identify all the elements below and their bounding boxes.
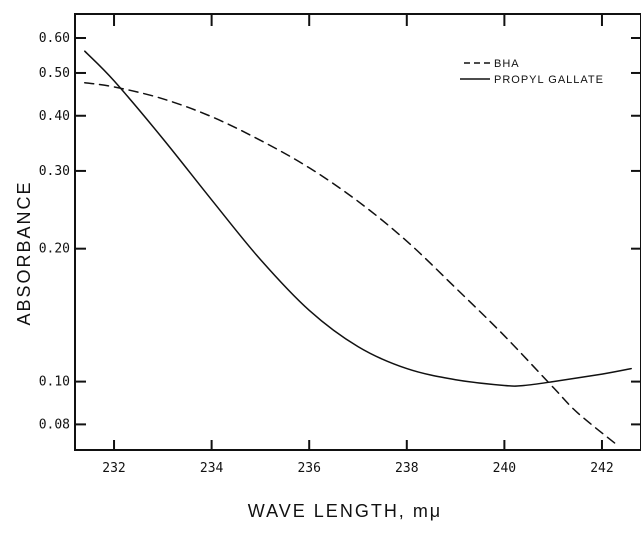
y-tick-label: 0.08: [39, 417, 70, 432]
x-tick-label: 242: [590, 461, 613, 476]
y-tick-label: 0.50: [39, 66, 70, 81]
x-tick-label: 232: [102, 461, 125, 476]
x-tick-label: 234: [200, 461, 224, 476]
x-tick-label: 240: [493, 461, 516, 476]
series-line-bha: [84, 82, 618, 446]
y-axis-title: ABSORBANCE: [14, 180, 34, 325]
x-tick-label: 236: [297, 461, 320, 476]
y-tick-label: 0.20: [39, 242, 70, 257]
x-axis-ticks: 232 234 236 238 240 242: [102, 14, 614, 476]
x-tick-label: 238: [395, 461, 418, 476]
y-tick-label: 0.40: [39, 109, 70, 124]
series-layer: [84, 50, 632, 446]
y-axis-ticks: 0.60 0.50 0.40 0.30 0.20 0.10 0.08: [39, 31, 641, 432]
y-tick-label: 0.30: [39, 164, 70, 179]
series-line-propyl-gallate: [84, 50, 632, 387]
legend: BHA PROPYL GALLATE: [460, 58, 604, 86]
y-tick-label: 0.10: [39, 375, 70, 390]
x-axis-title: WAVE LENGTH, mμ: [248, 501, 442, 521]
legend-label-bha: BHA: [494, 58, 520, 70]
plot-frame: [74, 13, 641, 451]
legend-label-propyl-gallate: PROPYL GALLATE: [494, 74, 604, 86]
y-tick-label: 0.60: [39, 31, 70, 46]
